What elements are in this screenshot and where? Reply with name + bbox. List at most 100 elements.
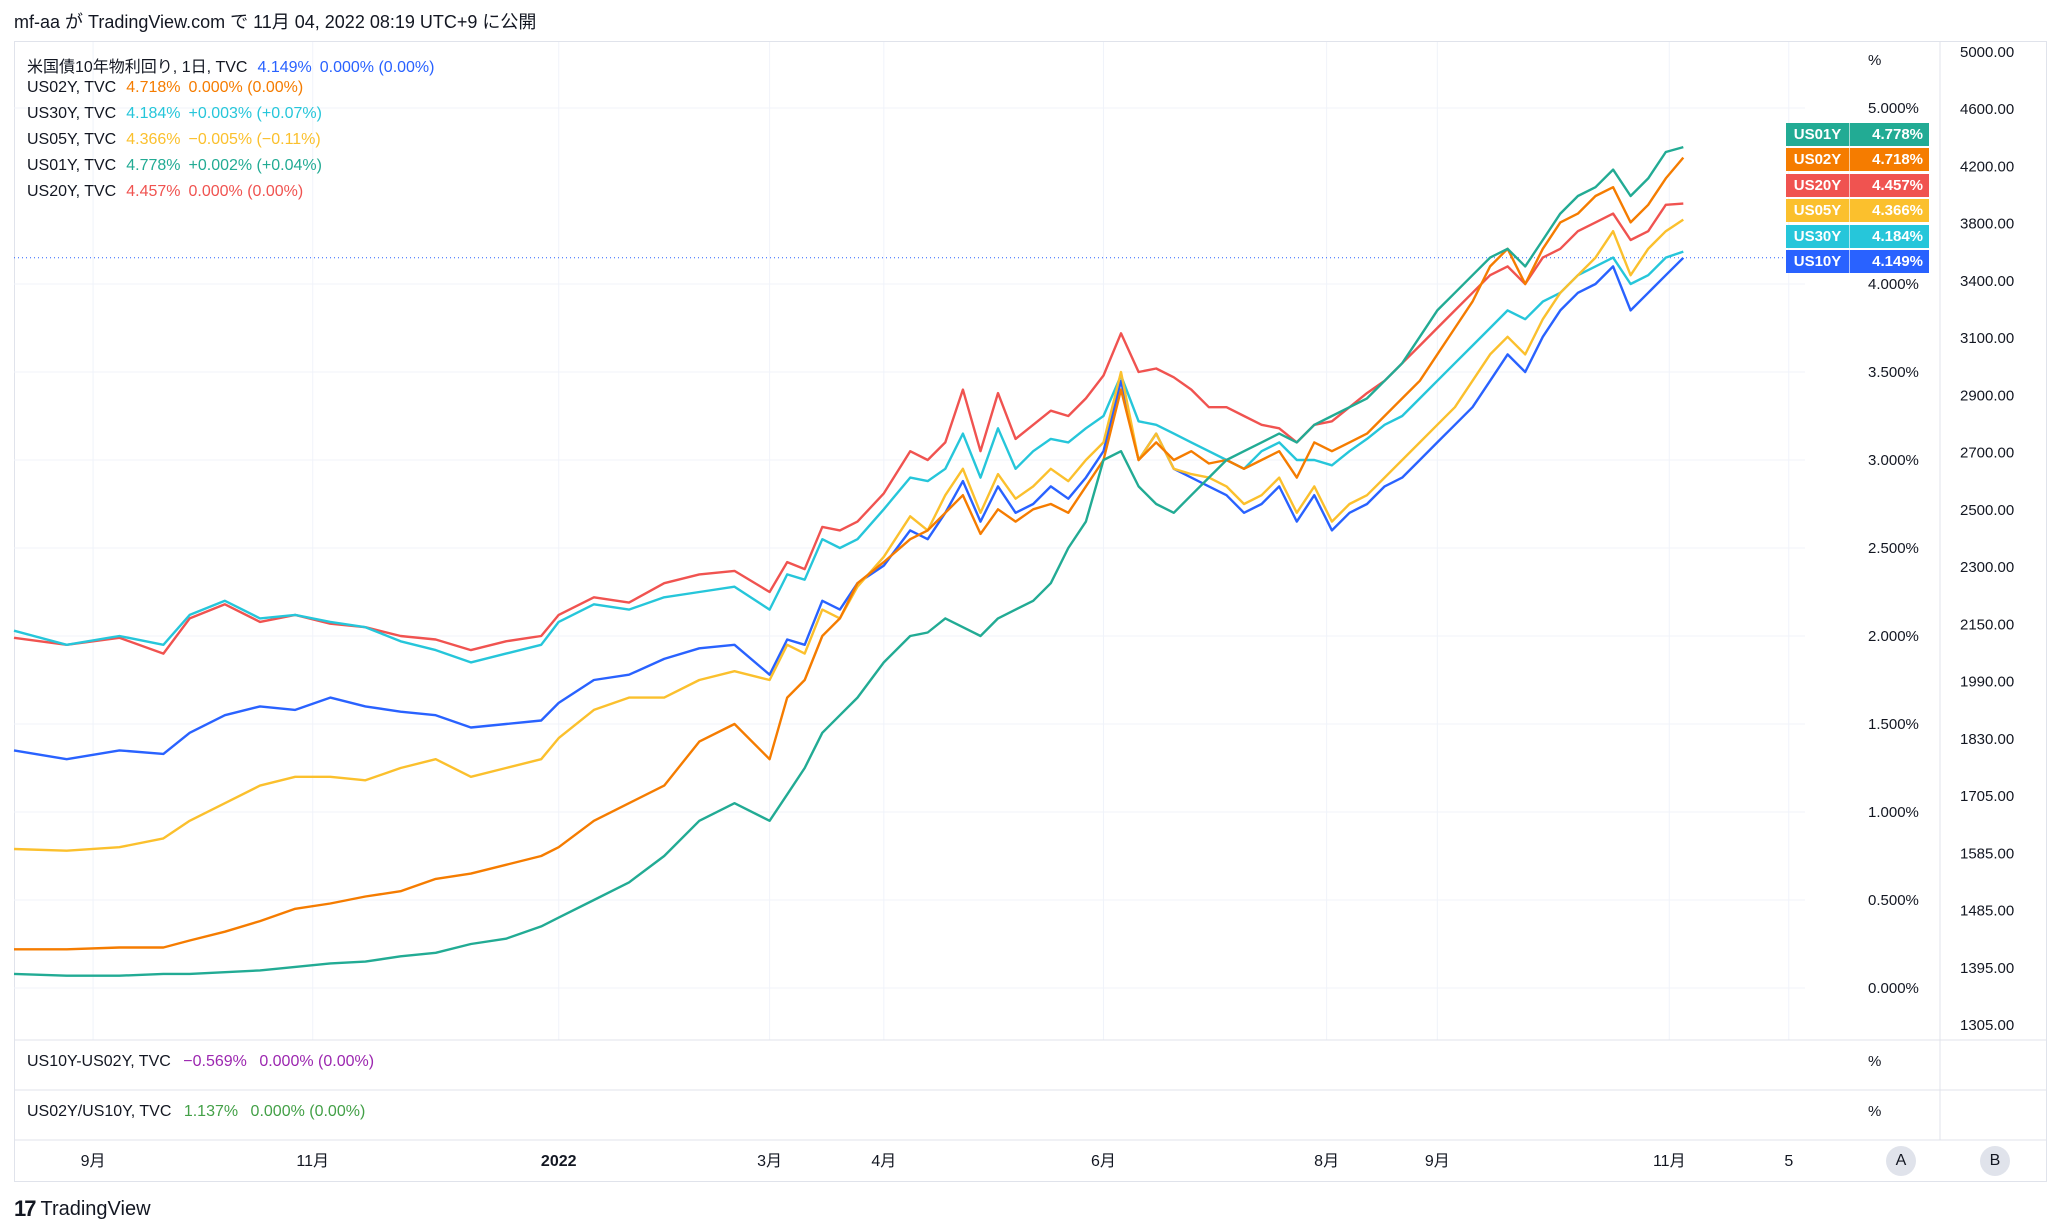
pane-spread-name: US10Y-US02Y, TVC [27, 1053, 171, 1070]
price-tag-value: 4.457% [1849, 173, 1929, 197]
price-tag-name: US10Y [1793, 253, 1842, 270]
price-tick-label: 1585.00 [1960, 845, 2014, 862]
percent-tick-label: 5.000% [1868, 100, 1919, 117]
legend-series-value: 4.184% [126, 105, 181, 122]
price-tag-value: 4.718% [1849, 148, 1929, 172]
pane-spread-unit: % [1868, 1053, 1882, 1070]
price-tick-label: 1705.00 [1960, 788, 2014, 805]
price-tag-name: US20Y [1793, 176, 1842, 194]
pane-spread-change: 0.000% (0.00%) [259, 1053, 375, 1070]
percent-tick-label: 2.500% [1868, 540, 1919, 557]
price-tick-label: 2300.00 [1960, 559, 2014, 576]
legend-series-name: US30Y, TVC [27, 105, 117, 122]
legend-series-value: 4.778% [126, 157, 181, 174]
legend-series-change: −0.005% (−0.11%) [188, 131, 321, 148]
x-tick-label: 11月 [296, 1153, 329, 1170]
pane-spread-legend: US10Y-US02Y, TVC −0.569% 0.000% (0.00%) [27, 1053, 382, 1071]
legend-series-value: 4.718% [126, 79, 181, 96]
pane-ratio-change: 0.000% (0.00%) [250, 1103, 366, 1120]
pane-ratio-unit: % [1868, 1103, 1882, 1120]
legend-series-value: 4.149% [257, 59, 312, 76]
percent-tick-label: 0.000% [1868, 980, 1919, 997]
price-tag: US20Y 4.457% [1786, 173, 1929, 197]
legend-series-name: US01Y, TVC [27, 157, 117, 174]
price-tick-label: 2150.00 [1960, 616, 2014, 633]
price-tag-value: 4.778% [1849, 123, 1929, 146]
price-tag: US01Y 4.778% [1786, 123, 1929, 146]
pane-ratio-value: 1.137% [183, 1103, 239, 1120]
price-tick-label: 2900.00 [1960, 387, 2014, 404]
price-tick-label: 3800.00 [1960, 216, 2014, 233]
x-tick-label: 8月 [1314, 1153, 1339, 1170]
price-tick-label: 1395.00 [1960, 960, 2014, 977]
percent-unit-label: % [1868, 52, 1882, 69]
price-tag-name: US02Y [1793, 151, 1842, 169]
legend-series-change: +0.003% (+0.07%) [188, 105, 322, 122]
percent-tick-label: 2.000% [1868, 628, 1919, 645]
auto-scale-button[interactable]: A [1886, 1146, 1916, 1176]
legend-series-change: +0.002% (+0.04%) [188, 157, 322, 174]
tradingview-logo-icon: 17 [14, 1196, 37, 1221]
x-tick-label: 4月 [871, 1153, 896, 1170]
price-tick-label: 2500.00 [1960, 502, 2014, 519]
x-tick-label: 5 [1784, 1153, 1793, 1170]
x-tick-label: 9月 [1425, 1153, 1450, 1170]
legend-series-value: 4.457% [126, 183, 181, 200]
x-tick-label: 9月 [81, 1153, 106, 1170]
series-line-us01y [13, 145, 1684, 977]
price-tick-label: 5000.00 [1960, 44, 2014, 61]
price-tick-label: 1305.00 [1960, 1017, 2014, 1034]
price-tick-label: 1485.00 [1960, 903, 2014, 920]
price-tag-value: 4.366% [1849, 199, 1929, 223]
series-line-us20y [13, 202, 1684, 655]
x-tick-label: 6月 [1091, 1153, 1116, 1170]
tradingview-logo[interactable]: 17 TradingView [14, 1196, 151, 1222]
price-tag: US02Y 4.718% [1786, 148, 1929, 172]
legend-series-change: 0.000% (0.00%) [188, 79, 304, 96]
legend-row[interactable]: US01Y, TVC 4.778% +0.002% (+0.04%) [27, 157, 330, 175]
legend-series-name: US05Y, TVC [27, 131, 117, 148]
legend-series-change: 0.000% (0.00%) [188, 183, 304, 200]
percent-tick-label: 3.000% [1868, 452, 1919, 469]
x-tick-label: 11月 [1653, 1153, 1686, 1170]
price-tag-value: 4.149% [1849, 250, 1929, 273]
price-tag-name: US30Y [1793, 227, 1842, 245]
pane-ratio-legend: US02Y/US10Y, TVC 1.137% 0.000% (0.00%) [27, 1103, 373, 1121]
publish-header: mf-aa が TradingView.com で 11月 04, 2022 0… [14, 12, 537, 32]
price-tick-label: 2700.00 [1960, 445, 2014, 462]
price-tag: US05Y 4.366% [1786, 199, 1929, 223]
legend-row[interactable]: US30Y, TVC 4.184% +0.003% (+0.07%) [27, 105, 330, 123]
price-tick-label: 4200.00 [1960, 158, 2014, 175]
tradingview-logo-text: TradingView [40, 1197, 151, 1220]
legend-row[interactable]: 米国債10年物利回り, 1日, TVC 4.149% 0.000% (0.00%) [27, 53, 442, 77]
price-tag-value: 4.184% [1849, 224, 1929, 248]
series-line-us10y [13, 256, 1685, 761]
legend-series-name: US20Y, TVC [27, 183, 117, 200]
price-tag-name: US01Y [1793, 126, 1842, 143]
percent-tick-label: 3.500% [1868, 364, 1919, 381]
chart-frame [14, 41, 2047, 1182]
price-tick-label: 3400.00 [1960, 273, 2014, 290]
percent-tick-label: 1.500% [1868, 716, 1919, 733]
percent-tick-label: 0.500% [1868, 892, 1919, 909]
legend-series-value: 4.366% [126, 131, 181, 148]
legend-row[interactable]: US05Y, TVC 4.366% −0.005% (−0.11%) [27, 131, 329, 149]
percent-tick-label: 1.000% [1868, 804, 1919, 821]
pane-spread-value: −0.569% [183, 1053, 247, 1070]
x-tick-label: 2022 [541, 1153, 577, 1170]
price-tick-label: 1990.00 [1960, 674, 2014, 691]
percent-tick-label: 4.000% [1868, 276, 1919, 293]
legend-series-name: 米国債10年物利回り, 1日, TVC [27, 59, 248, 76]
series-line-us02y [14, 156, 1685, 951]
legend-series-change: 0.000% (0.00%) [319, 59, 435, 76]
series-line-us05y [13, 218, 1684, 852]
b-button[interactable]: B [1980, 1146, 2010, 1176]
price-tag-name: US05Y [1793, 202, 1842, 220]
legend-row[interactable]: US02Y, TVC 4.718% 0.000% (0.00%) [27, 79, 311, 97]
price-tick-label: 4600.00 [1960, 101, 2014, 118]
legend-series-name: US02Y, TVC [27, 79, 117, 96]
legend-row[interactable]: US20Y, TVC 4.457% 0.000% (0.00%) [27, 183, 311, 201]
price-tick-label: 3100.00 [1960, 330, 2014, 347]
x-tick-label: 3月 [757, 1153, 782, 1170]
